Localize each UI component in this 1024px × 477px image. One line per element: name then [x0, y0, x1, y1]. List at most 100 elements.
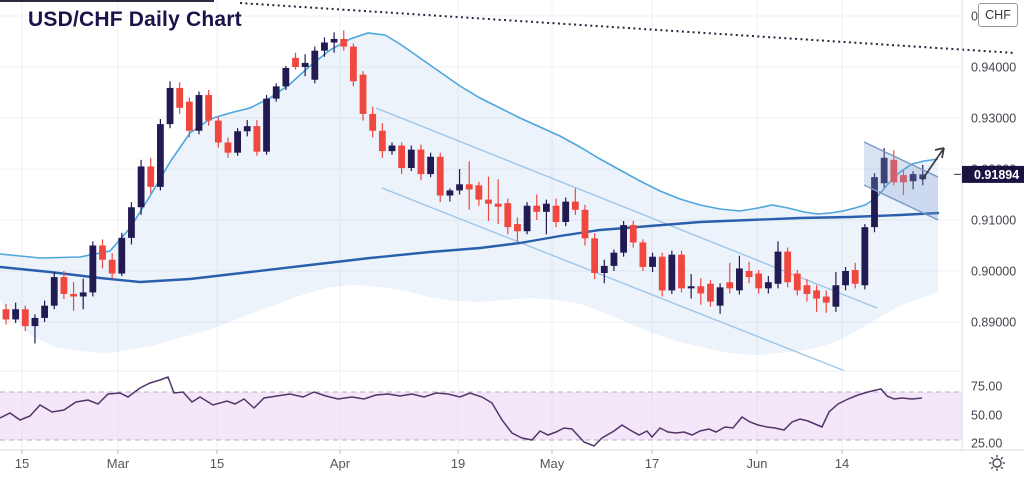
candle[interactable]: [639, 242, 647, 267]
candle[interactable]: [417, 149, 425, 175]
candle[interactable]: [60, 277, 68, 294]
candle[interactable]: [89, 245, 97, 293]
candle[interactable]: [369, 113, 377, 131]
candle[interactable]: [427, 156, 434, 175]
candle[interactable]: [21, 309, 29, 327]
candle[interactable]: [755, 273, 763, 289]
candle[interactable]: [658, 256, 666, 291]
candle[interactable]: [745, 271, 753, 278]
candle[interactable]: [407, 149, 415, 168]
candle[interactable]: [185, 101, 193, 131]
candle[interactable]: [494, 203, 502, 207]
candle[interactable]: [108, 259, 116, 274]
candle[interactable]: [562, 201, 570, 223]
candle[interactable]: [166, 87, 174, 125]
candle[interactable]: [436, 156, 444, 196]
candle[interactable]: [398, 145, 406, 168]
candle[interactable]: [12, 309, 20, 320]
candle[interactable]: [465, 184, 473, 190]
candle[interactable]: [350, 46, 357, 82]
candle[interactable]: [157, 124, 164, 187]
candle[interactable]: [224, 142, 232, 153]
candle[interactable]: [214, 120, 222, 143]
candle[interactable]: [243, 126, 251, 132]
candle[interactable]: [861, 227, 869, 286]
candle[interactable]: [571, 201, 579, 210]
candle[interactable]: [118, 237, 126, 274]
candle[interactable]: [234, 131, 241, 153]
candle[interactable]: [523, 205, 531, 232]
candle[interactable]: [900, 175, 907, 183]
candle[interactable]: [388, 145, 396, 152]
candle[interactable]: [485, 199, 492, 204]
candle[interactable]: [31, 317, 39, 327]
candle[interactable]: [263, 98, 270, 152]
candle[interactable]: [793, 273, 801, 291]
candle[interactable]: [610, 252, 618, 266]
candle[interactable]: [2, 309, 10, 320]
candle[interactable]: [504, 203, 512, 228]
currency-label-badge[interactable]: CHF: [978, 3, 1018, 27]
candle[interactable]: [456, 184, 463, 191]
time-axis-label: Mar: [107, 456, 130, 471]
candle[interactable]: [301, 62, 309, 67]
candle[interactable]: [649, 256, 656, 267]
candle[interactable]: [707, 283, 714, 302]
candle[interactable]: [822, 296, 830, 303]
candle[interactable]: [764, 282, 772, 289]
candle[interactable]: [813, 290, 820, 299]
candle[interactable]: [803, 285, 811, 294]
candle[interactable]: [591, 238, 599, 274]
candle[interactable]: [50, 277, 58, 306]
candle[interactable]: [176, 87, 184, 108]
candle[interactable]: [340, 38, 348, 47]
candle[interactable]: [697, 286, 705, 294]
candle[interactable]: [195, 95, 203, 131]
candle[interactable]: [378, 130, 386, 152]
candle[interactable]: [475, 185, 483, 200]
candle[interactable]: [726, 282, 734, 289]
candle[interactable]: [851, 269, 859, 284]
candle[interactable]: [919, 174, 927, 180]
candle[interactable]: [514, 224, 521, 232]
candle[interactable]: [205, 95, 213, 121]
candle[interactable]: [321, 42, 328, 51]
candle[interactable]: [736, 268, 743, 291]
candle[interactable]: [446, 190, 454, 196]
candle[interactable]: [620, 225, 627, 253]
candle[interactable]: [890, 159, 898, 183]
candle[interactable]: [253, 126, 261, 152]
candle[interactable]: [147, 166, 155, 187]
settings-gear-icon[interactable]: [986, 452, 1008, 474]
candle[interactable]: [70, 293, 77, 297]
candle[interactable]: [137, 166, 145, 208]
candle[interactable]: [99, 245, 106, 260]
candle[interactable]: [832, 285, 840, 307]
candle[interactable]: [687, 286, 695, 289]
candle[interactable]: [716, 287, 724, 306]
candle[interactable]: [774, 251, 782, 284]
candle[interactable]: [330, 38, 338, 43]
candle[interactable]: [784, 251, 792, 283]
candle[interactable]: [79, 292, 87, 297]
candle[interactable]: [543, 203, 550, 212]
candle[interactable]: [842, 271, 849, 286]
candle[interactable]: [128, 207, 135, 238]
candle[interactable]: [292, 57, 299, 67]
candle[interactable]: [359, 74, 367, 114]
candle[interactable]: [629, 225, 637, 243]
candle[interactable]: [41, 305, 48, 318]
candle[interactable]: [533, 205, 541, 212]
candle[interactable]: [668, 254, 676, 291]
candle[interactable]: [909, 174, 917, 182]
candle[interactable]: [581, 209, 589, 239]
candle[interactable]: [272, 86, 280, 99]
candle[interactable]: [552, 205, 560, 223]
candle[interactable]: [311, 50, 319, 80]
candle[interactable]: [678, 254, 685, 289]
candle[interactable]: [880, 157, 888, 184]
candle[interactable]: [282, 68, 290, 87]
candle[interactable]: [600, 265, 608, 274]
candle[interactable]: [871, 177, 878, 228]
